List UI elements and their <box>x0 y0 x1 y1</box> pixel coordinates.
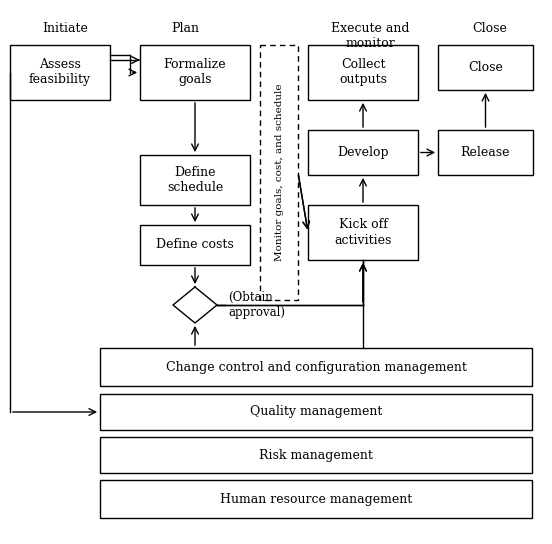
Bar <box>100 437 532 473</box>
Bar <box>140 155 250 205</box>
Text: Risk management: Risk management <box>259 448 373 461</box>
Text: Collect
outputs: Collect outputs <box>339 59 387 86</box>
Text: Develop: Develop <box>337 146 389 159</box>
Bar <box>10 45 110 100</box>
Text: Change control and configuration management: Change control and configuration managem… <box>166 361 466 374</box>
Bar <box>438 45 533 90</box>
Bar <box>100 348 532 386</box>
Bar <box>100 394 532 430</box>
Text: Initiate: Initiate <box>42 22 88 35</box>
Text: Release: Release <box>461 146 510 159</box>
Text: Execute and
monitor: Execute and monitor <box>331 22 409 50</box>
Text: Close: Close <box>468 61 503 74</box>
Text: Kick off
activities: Kick off activities <box>335 219 392 246</box>
Bar <box>140 225 250 265</box>
Text: Define costs: Define costs <box>156 238 234 251</box>
Text: Quality management: Quality management <box>250 405 382 418</box>
Text: Plan: Plan <box>171 22 199 35</box>
Bar <box>260 45 298 300</box>
Bar <box>308 205 418 260</box>
Bar <box>438 130 533 175</box>
Text: Monitor goals, cost, and schedule: Monitor goals, cost, and schedule <box>274 84 284 261</box>
Text: Assess
feasibility: Assess feasibility <box>29 59 91 86</box>
Text: Define
schedule: Define schedule <box>167 166 223 194</box>
Text: Human resource management: Human resource management <box>220 492 412 505</box>
Bar <box>140 45 250 100</box>
Text: Close: Close <box>473 22 507 35</box>
Bar <box>308 130 418 175</box>
Bar <box>100 480 532 518</box>
Text: Formalize
goals: Formalize goals <box>164 59 226 86</box>
Text: (Obtain
approval): (Obtain approval) <box>228 291 285 319</box>
Bar <box>308 45 418 100</box>
